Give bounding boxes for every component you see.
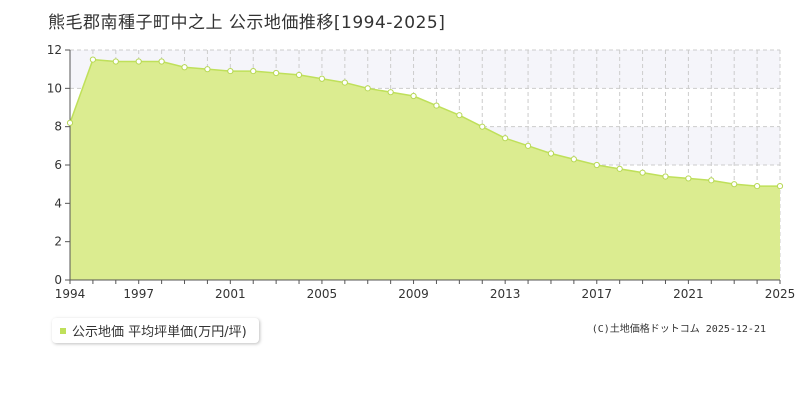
data-point: [616, 165, 623, 172]
x-tick-label: 2025: [765, 287, 796, 301]
legend: 公示地価 平均坪単価(万円/坪): [52, 318, 259, 343]
data-point: [433, 102, 440, 109]
data-point: [158, 58, 165, 65]
y-tick-label: 0: [54, 273, 62, 287]
y-tick-label: 12: [47, 43, 62, 57]
data-point: [135, 58, 142, 65]
data-point: [547, 150, 555, 157]
data-point: [593, 161, 600, 169]
data-point: [776, 182, 784, 190]
data-point: [227, 67, 234, 75]
data-point: [341, 79, 348, 86]
data-markers: [66, 56, 784, 190]
y-tick-label: 10: [47, 81, 62, 95]
x-tick-label: 2017: [582, 287, 613, 301]
data-point: [685, 175, 692, 182]
axes: [65, 49, 781, 284]
data-point: [410, 92, 417, 100]
data-point: [524, 142, 532, 149]
x-tick-labels: 1994 1997 2001 2005 2009 2013 2017 2021 2025: [55, 287, 796, 301]
data-point: [318, 75, 326, 82]
y-tick-label: 4: [54, 196, 62, 210]
credit-text: (C)土地価格ドットコム 2025-12-21: [591, 324, 766, 335]
x-tick-label: 2013: [490, 287, 521, 301]
data-point: [479, 123, 486, 130]
chart-title: 熊毛郡南種子町中之上 公示地価推移[1994-2025]: [48, 13, 446, 33]
data-point: [753, 182, 761, 190]
area-fill: [70, 59, 780, 280]
y-tick-label: 6: [54, 158, 62, 172]
data-point: [662, 173, 669, 180]
legend-swatch: [60, 327, 66, 334]
data-point: [456, 112, 463, 119]
data-point: [273, 69, 280, 77]
x-tick-label: 2005: [307, 287, 338, 301]
data-point: [708, 177, 715, 184]
x-tick-label: 2001: [215, 287, 246, 301]
data-point: [250, 67, 257, 75]
x-tick-label: 2021: [673, 287, 704, 301]
data-point: [639, 169, 646, 176]
data-point: [181, 64, 188, 71]
y-tick-labels: 0 2 4 6 8 10 12: [47, 43, 62, 287]
x-tick-label: 1997: [123, 287, 154, 301]
data-point: [295, 71, 303, 79]
x-tick-label: 1994: [55, 287, 86, 301]
data-point: [204, 66, 211, 73]
data-point: [570, 156, 577, 163]
data-point: [731, 181, 738, 188]
chart-area: 0 2 4 6 8 10 12 1994 1997 2001 2005 2009 2013 2017 20…: [47, 43, 796, 301]
data-point: [502, 135, 509, 142]
y-tick-label: 2: [54, 235, 62, 249]
legend-label: 公示地価 平均坪単価(万円/坪): [72, 325, 247, 340]
data-point: [66, 119, 74, 126]
data-point: [89, 56, 97, 63]
data-point: [387, 89, 394, 96]
series-line: [69, 58, 780, 187]
data-point: [112, 58, 119, 65]
y-tick-label: 8: [54, 120, 62, 134]
x-tick-label: 2009: [398, 287, 429, 301]
data-point: [364, 85, 371, 92]
